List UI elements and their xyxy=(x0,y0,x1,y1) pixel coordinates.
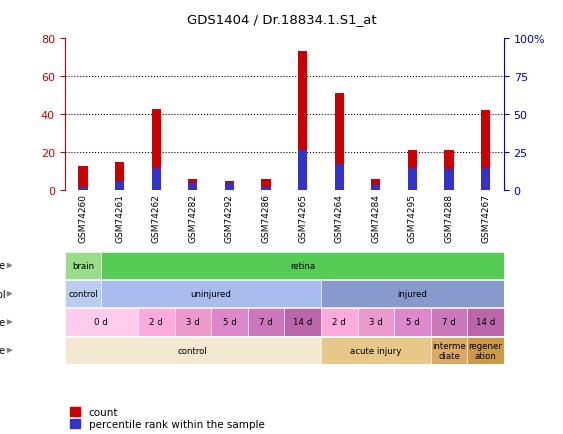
Bar xyxy=(65,337,321,364)
Bar xyxy=(188,183,198,191)
Bar xyxy=(358,309,394,336)
Bar xyxy=(65,309,138,336)
Bar xyxy=(225,183,234,191)
Bar xyxy=(371,185,381,191)
Text: 5 d: 5 d xyxy=(405,318,419,327)
Bar xyxy=(151,168,161,191)
Bar xyxy=(101,280,321,308)
Bar xyxy=(248,309,284,336)
Bar xyxy=(321,280,504,308)
Bar xyxy=(78,187,88,191)
Bar xyxy=(115,181,124,191)
Bar xyxy=(334,94,344,191)
Bar xyxy=(321,337,431,364)
Text: disease state: disease state xyxy=(0,345,6,355)
Bar xyxy=(188,180,198,191)
Text: 14 d: 14 d xyxy=(476,318,495,327)
Text: injured: injured xyxy=(397,289,427,299)
Bar xyxy=(211,309,248,336)
Bar xyxy=(175,309,211,336)
Text: 7 d: 7 d xyxy=(259,318,273,327)
Text: 7 d: 7 d xyxy=(442,318,456,327)
Bar xyxy=(225,181,234,191)
Bar xyxy=(444,170,454,191)
Text: 0 d: 0 d xyxy=(95,318,108,327)
Bar xyxy=(65,252,101,279)
Text: 2 d: 2 d xyxy=(149,318,163,327)
Bar xyxy=(444,151,454,191)
Bar xyxy=(78,166,88,191)
Bar xyxy=(481,168,490,191)
Bar xyxy=(321,309,358,336)
Text: protocol: protocol xyxy=(0,289,6,299)
Bar xyxy=(334,164,344,191)
Text: 3 d: 3 d xyxy=(186,318,200,327)
Bar xyxy=(467,337,504,364)
Bar xyxy=(261,187,271,191)
Text: 3 d: 3 d xyxy=(369,318,383,327)
Text: 14 d: 14 d xyxy=(293,318,312,327)
Bar xyxy=(431,309,467,336)
Bar xyxy=(481,111,490,191)
Text: uninjured: uninjured xyxy=(191,289,231,299)
Text: control: control xyxy=(178,346,208,355)
Bar xyxy=(115,162,124,191)
Bar xyxy=(298,53,307,191)
Text: brain: brain xyxy=(72,261,94,270)
Bar xyxy=(394,309,431,336)
Text: interme
diate: interme diate xyxy=(432,341,466,360)
Text: 5 d: 5 d xyxy=(222,318,236,327)
Bar xyxy=(298,151,307,191)
Legend: count, percentile rank within the sample: count, percentile rank within the sample xyxy=(70,407,265,429)
Bar xyxy=(408,151,417,191)
Bar xyxy=(151,109,161,191)
Text: 2 d: 2 d xyxy=(332,318,346,327)
Bar xyxy=(371,180,381,191)
Text: acute injury: acute injury xyxy=(350,346,401,355)
Bar xyxy=(65,280,101,308)
Text: retina: retina xyxy=(290,261,315,270)
Bar xyxy=(431,337,467,364)
Text: time: time xyxy=(0,317,6,327)
Bar xyxy=(467,309,504,336)
Bar xyxy=(261,180,271,191)
Text: control: control xyxy=(68,289,98,299)
Bar xyxy=(138,309,175,336)
Bar xyxy=(284,309,321,336)
Text: GDS1404 / Dr.18834.1.S1_at: GDS1404 / Dr.18834.1.S1_at xyxy=(187,13,376,26)
Text: tissue: tissue xyxy=(0,261,6,271)
Text: regener
ation: regener ation xyxy=(468,341,503,360)
Bar xyxy=(408,168,417,191)
